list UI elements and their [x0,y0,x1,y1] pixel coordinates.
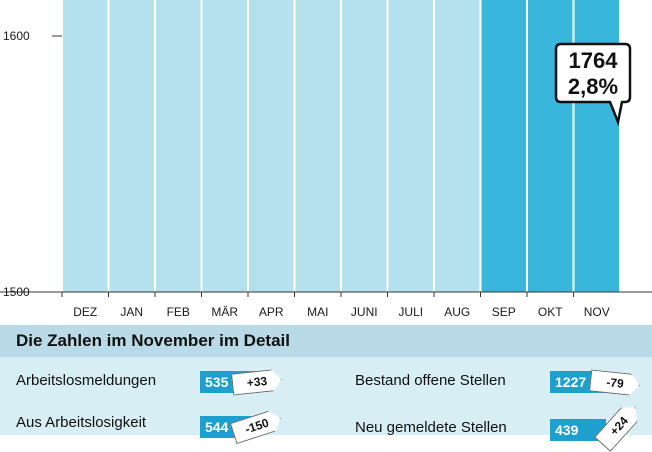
x-tick-label: AUG [444,305,470,319]
column-juni [342,0,387,292]
callout-bubble [554,42,632,127]
x-tick-label: DEZ [73,305,97,319]
detail-title: Die Zahlen im November im Detail [16,331,290,350]
value-callout: 1764 2,8% [554,42,632,127]
column-apr [249,0,294,292]
column-dez [63,0,108,292]
y-tick-label: 1600 [3,29,30,43]
y-tick-label: 1500 [3,285,30,299]
x-tick-label: MÄR [211,305,238,319]
column-aug [435,0,480,292]
x-tick-label: APR [259,305,284,319]
x-tick-label: NOV [584,305,610,319]
x-tick-label: SEP [492,305,516,319]
detail-header: Die Zahlen im November im Detail [0,325,652,357]
callout-percent: 2,8% [568,74,618,99]
callout-value: 1764 [569,48,619,73]
line-chart: 1500160017001800190020002100220023002400… [0,0,652,319]
detail-label: Neu gemeldete Stellen [355,419,507,436]
x-tick-label: OKT [538,305,563,319]
month-columns [0,0,652,293]
column-mai [295,0,340,292]
detail-label: Aus Arbeitslosigkeit [16,414,147,431]
y-axis: 1500160017001800190020002100220023002400… [3,29,62,299]
detail-table: Arbeitslosmeldungen 535 +33 Aus Arbeitsl… [0,357,652,435]
x-tick-label: JULI [398,305,423,319]
chart-area: 1500160017001800190020002100220023002400… [0,0,652,319]
column-jan [109,0,154,292]
x-tick-label: JUNI [351,305,378,319]
detail-label: Arbeitslosmeldungen [16,372,157,389]
column-sep [481,0,526,292]
detail-label: Bestand offene Stellen [355,372,506,389]
column-juli [388,0,433,292]
x-tick-label: FEB [167,305,190,319]
column-mär [202,0,247,292]
column-feb [156,0,201,292]
x-tick-label: MAI [307,305,328,319]
detail-delta: -150 [230,408,284,444]
x-tick-label: JAN [120,305,143,319]
x-axis: DEZ JAN FEB MÄR APR MAI JUNI JULI AUG SEP OKT NOV [61,292,610,319]
